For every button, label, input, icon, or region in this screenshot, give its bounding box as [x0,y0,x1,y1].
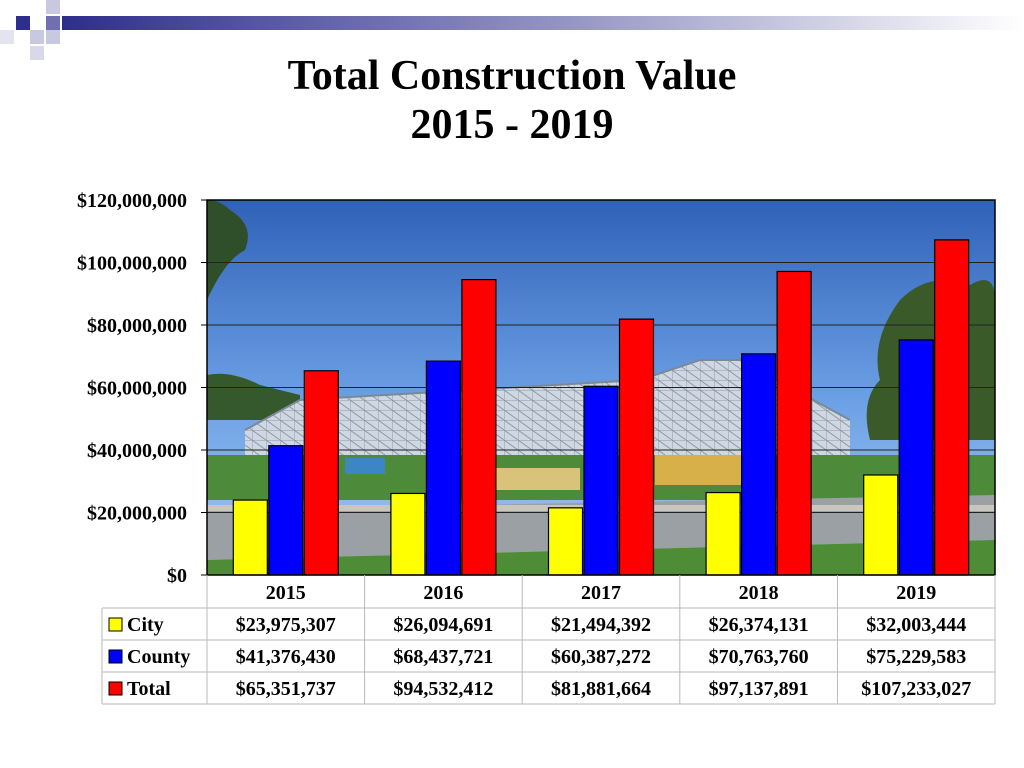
y-tick-label: $0 [167,565,187,587]
bar-city-2018 [705,491,741,576]
bar-county-2016 [425,360,461,576]
bar-county-2019 [898,339,934,576]
y-tick-label: $20,000,000 [87,503,187,525]
x-category-label: 2018 [739,582,779,604]
table-cell: $60,387,272 [551,646,651,668]
y-tick-label: $80,000,000 [87,315,187,337]
y-tick-label: $100,000,000 [77,253,187,275]
x-category-label: 2015 [266,582,306,604]
legend-label-total: Total [127,678,171,700]
x-category-label: 2017 [581,582,621,604]
bar-county-2018 [740,353,777,576]
bar-total-2016 [461,278,497,576]
bar-city-2019 [863,474,899,576]
x-category-label: 2016 [423,582,463,604]
bar-total-2018 [776,270,812,576]
table-cell: $75,229,583 [866,646,966,668]
bar-series [232,239,970,576]
corner-square [46,16,60,30]
table-cell: $41,376,430 [236,646,336,668]
table-cell: $94,532,412 [393,678,493,700]
legend-swatch-total [108,681,123,696]
table-cell: $65,351,737 [236,678,336,700]
table-cell: $70,763,760 [709,646,809,668]
legend-swatch-city [108,617,123,632]
header-gradient-bar [62,16,1024,30]
y-tick-label: $120,000,000 [77,190,187,212]
table-cell: $97,137,891 [709,678,809,700]
slide-header-decoration [0,0,1024,60]
legend-label-city: City [127,614,164,636]
corner-square [16,16,30,30]
chart-title-line1: Total Construction Value [287,53,737,99]
table-cell: $68,437,721 [393,646,493,668]
table-cell: $107,233,027 [861,678,971,700]
y-tick-label: $60,000,000 [87,378,187,400]
table-cell: $23,975,307 [236,614,336,636]
corner-square [46,0,60,14]
chart-title: Total Construction Value 2015 - 2019 [0,52,1024,150]
table-cell: $32,003,444 [866,614,966,636]
legend-swatch-county [108,649,123,664]
y-axis-tick-labels: $0 $20,000,000 $40,000,000 $60,000,000 $80,0… [77,190,207,587]
chart-title-line2: 2015 - 2019 [410,102,614,148]
y-tick-label: $40,000,000 [87,440,187,462]
corner-square [30,30,44,44]
legend-label-county: County [127,646,190,668]
bar-county-2015 [268,445,304,576]
bar-county-2017 [583,385,619,576]
corner-square [30,46,44,60]
bar-total-2017 [618,318,655,576]
plot-area-border [206,199,996,576]
x-category-label: 2019 [896,582,936,604]
table-cell: $21,494,392 [551,614,651,636]
corner-square [46,30,60,44]
bar-city-2015 [232,499,268,576]
table-cell: $26,374,131 [709,614,809,636]
corner-square [0,30,14,44]
table-cell: $26,094,691 [393,614,493,636]
bar-city-2017 [547,507,584,576]
bar-total-2019 [934,239,970,576]
data-table: 2015 2016 2017 2018 2019 City $23,975,307 $26,0… [101,575,996,705]
bar-total-2015 [303,370,339,576]
bar-city-2016 [390,492,426,576]
table-cell: $81,881,664 [551,678,651,700]
